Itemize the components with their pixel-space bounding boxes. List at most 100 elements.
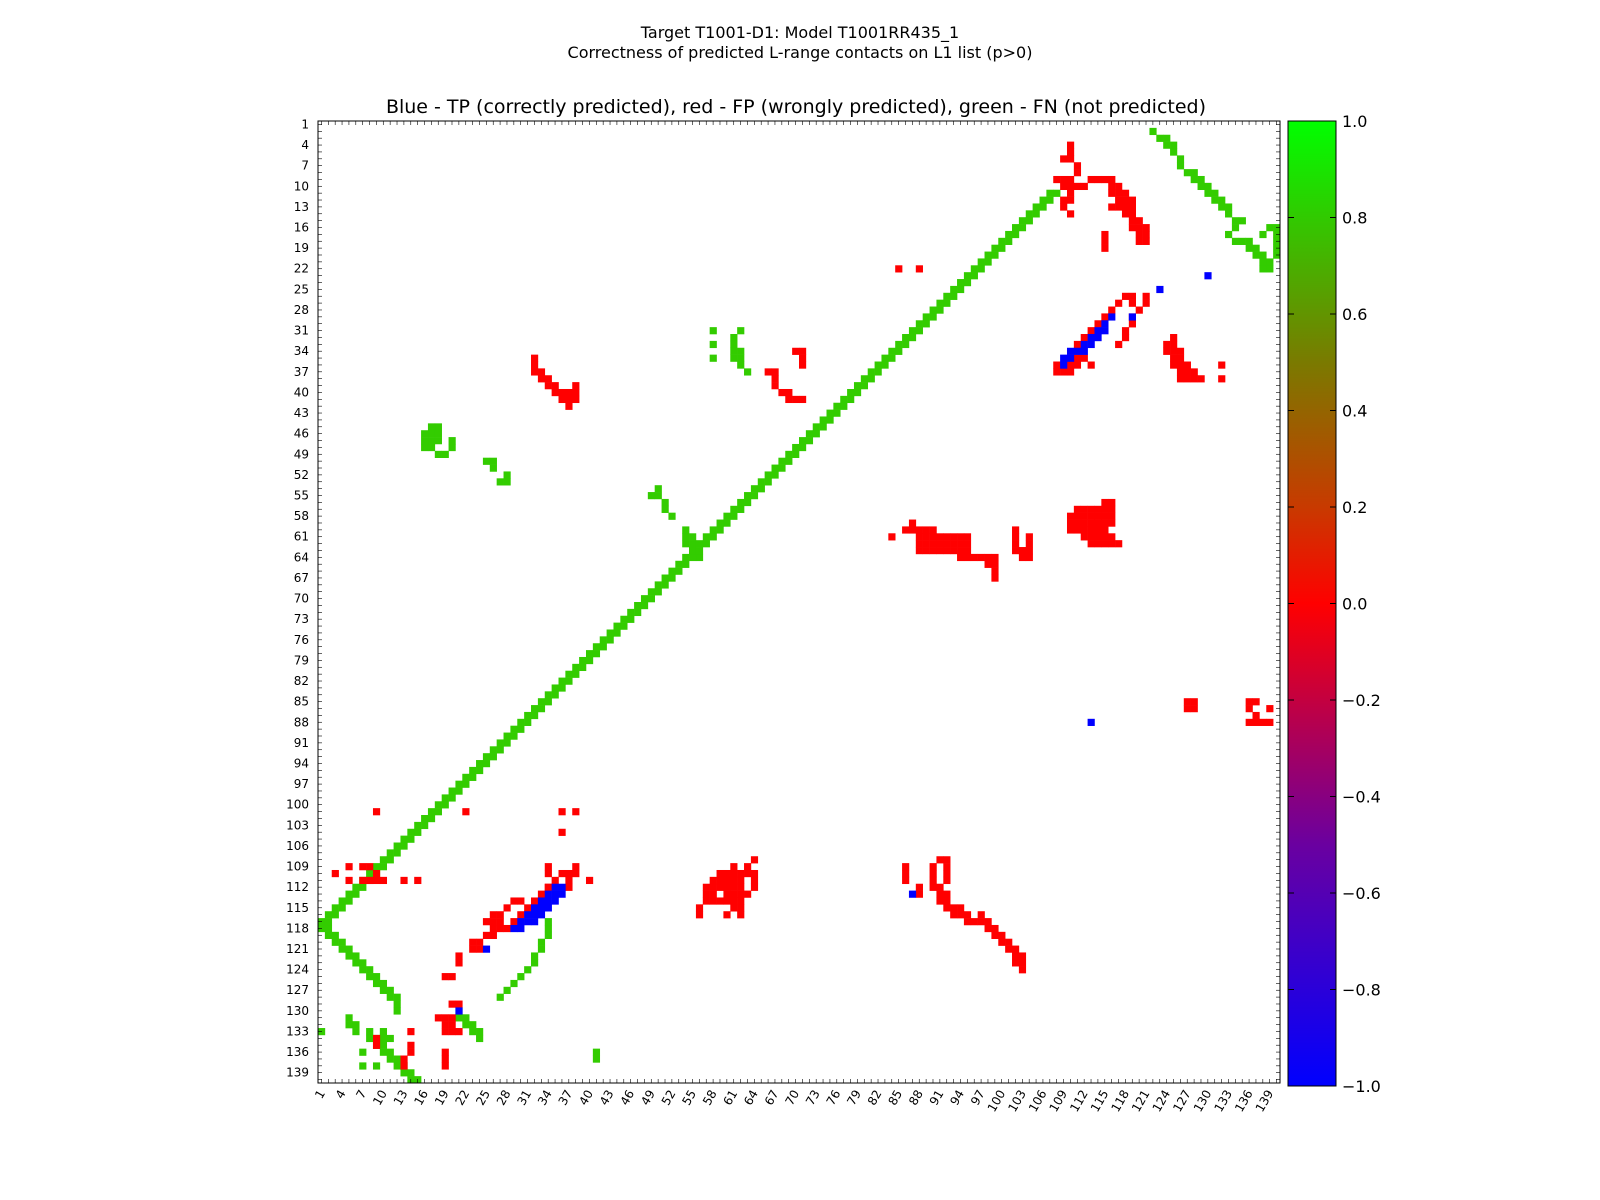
contact-cell-fn bbox=[675, 560, 683, 568]
contact-cell-fn bbox=[1018, 217, 1027, 225]
contact-cell-fn bbox=[771, 471, 779, 479]
contact-cell-fp bbox=[963, 911, 972, 919]
contact-cell-fn bbox=[929, 306, 937, 314]
contact-cell-fn bbox=[936, 299, 944, 307]
contact-cell-fp bbox=[723, 890, 731, 898]
contact-cell-fn bbox=[730, 340, 738, 349]
contact-cell-fp bbox=[551, 876, 559, 885]
contact-cell-fn bbox=[469, 773, 477, 781]
contact-cell-fp bbox=[1190, 368, 1198, 376]
contact-cell-tp bbox=[531, 904, 539, 912]
contact-cell-fn bbox=[689, 553, 697, 562]
contact-cell-fp bbox=[737, 869, 745, 878]
contact-cell-fn bbox=[544, 931, 552, 939]
contact-cell-fn bbox=[379, 979, 388, 988]
y-tick-label: 130 bbox=[286, 1004, 309, 1018]
contact-cell-fn bbox=[819, 423, 827, 431]
contact-cell-fn bbox=[345, 890, 353, 898]
contact-cell-fp bbox=[970, 918, 978, 926]
contact-cell-fn bbox=[448, 794, 456, 802]
x-tick-label: 124 bbox=[1150, 1088, 1174, 1115]
contact-cell-fp bbox=[524, 904, 532, 912]
contact-cell-fp bbox=[1170, 361, 1178, 369]
contact-cell-fn bbox=[352, 1021, 360, 1029]
y-tick-label: 97 bbox=[294, 777, 309, 791]
contact-cell-fp bbox=[1066, 210, 1075, 218]
contact-cell-fn bbox=[592, 1055, 601, 1063]
x-tick-label: 67 bbox=[762, 1088, 782, 1108]
contact-cell-fn bbox=[805, 437, 814, 445]
contact-cell-fn bbox=[730, 354, 738, 362]
contact-cell-fn bbox=[675, 567, 683, 575]
contact-cell-fp bbox=[929, 526, 937, 534]
contact-cell-tp bbox=[1066, 347, 1075, 355]
contact-cell-fp bbox=[1073, 169, 1082, 177]
contact-cell-fp bbox=[1012, 547, 1020, 555]
contact-cell-fn bbox=[379, 986, 388, 994]
contact-cell-fp bbox=[1087, 327, 1095, 335]
contact-cell-fn bbox=[606, 636, 614, 644]
contact-cell-tp bbox=[544, 890, 552, 898]
contact-cell-fn bbox=[1046, 189, 1054, 197]
contact-cell-fn bbox=[1238, 237, 1246, 245]
contact-cell-fn bbox=[957, 285, 965, 294]
contact-cell-fn bbox=[386, 993, 394, 1001]
contact-cell-fp bbox=[1101, 237, 1109, 245]
contact-cell-fp bbox=[737, 883, 745, 891]
contact-cell-fn bbox=[950, 292, 958, 300]
contact-cell-fn bbox=[510, 979, 518, 988]
contact-cell-tp bbox=[1073, 347, 1082, 355]
contact-cell-fp bbox=[517, 897, 525, 905]
y-tick-label: 34 bbox=[294, 344, 309, 358]
contact-cell-fn bbox=[517, 718, 525, 726]
contact-cell-fp bbox=[1142, 230, 1150, 239]
contact-cell-fn bbox=[792, 450, 800, 458]
colorbar-tick-label: 0.0 bbox=[1342, 595, 1367, 614]
contact-cell-fn bbox=[853, 388, 862, 397]
contact-cell-fp bbox=[957, 547, 965, 555]
contact-cell-fn bbox=[668, 512, 676, 520]
contact-cell-fp bbox=[1025, 547, 1033, 555]
contact-cell-fn bbox=[524, 966, 532, 974]
contact-cell-fn bbox=[434, 801, 442, 809]
contact-cell-fp bbox=[991, 560, 999, 568]
contact-cell-fn bbox=[620, 615, 628, 623]
contact-cell-fp bbox=[1108, 540, 1116, 548]
contact-cell-fp bbox=[984, 560, 992, 568]
contact-cell-fn bbox=[1197, 175, 1205, 184]
contact-cell-fn bbox=[716, 526, 724, 534]
contact-cell-fp bbox=[1073, 361, 1082, 369]
contact-cell-fn bbox=[640, 602, 649, 610]
contact-cell-fp bbox=[991, 567, 999, 575]
contact-cell-fn bbox=[778, 457, 786, 465]
x-tick-label: 100 bbox=[985, 1088, 1009, 1115]
contact-cell-fp bbox=[1012, 945, 1020, 953]
contact-cell-fp bbox=[407, 1048, 415, 1056]
contact-cell-fn bbox=[338, 904, 346, 912]
contact-cell-fp bbox=[929, 869, 937, 878]
contact-cell-fn bbox=[544, 691, 552, 699]
contact-cell-fn bbox=[469, 766, 477, 775]
contact-cell-fp bbox=[723, 897, 731, 905]
contact-cell-fp bbox=[957, 533, 965, 541]
contact-cell-fp bbox=[1012, 952, 1020, 960]
contact-cell-fn bbox=[427, 815, 436, 823]
contact-cell-fp bbox=[1135, 306, 1143, 314]
contact-cell-fn bbox=[434, 437, 442, 445]
contact-cell-tp bbox=[537, 897, 546, 905]
contact-cell-fn bbox=[860, 375, 869, 383]
colorbar-tick-label: −1.0 bbox=[1342, 1077, 1381, 1096]
y-tick-label: 55 bbox=[294, 489, 309, 503]
contact-cell-fp bbox=[998, 938, 1006, 946]
contact-cell-fn bbox=[331, 911, 339, 919]
contact-cell-fn bbox=[585, 650, 594, 658]
contact-cell-fp bbox=[943, 869, 951, 878]
contact-cell-fp bbox=[950, 911, 958, 919]
contact-cell-fp bbox=[531, 368, 539, 376]
contact-cell-fn bbox=[1005, 237, 1013, 245]
contact-cell-fp bbox=[1115, 189, 1123, 197]
contact-cell-fn bbox=[867, 368, 875, 376]
contact-cell-fp bbox=[929, 863, 937, 871]
contact-cell-fn bbox=[963, 279, 972, 287]
y-tick-label: 124 bbox=[286, 963, 309, 977]
